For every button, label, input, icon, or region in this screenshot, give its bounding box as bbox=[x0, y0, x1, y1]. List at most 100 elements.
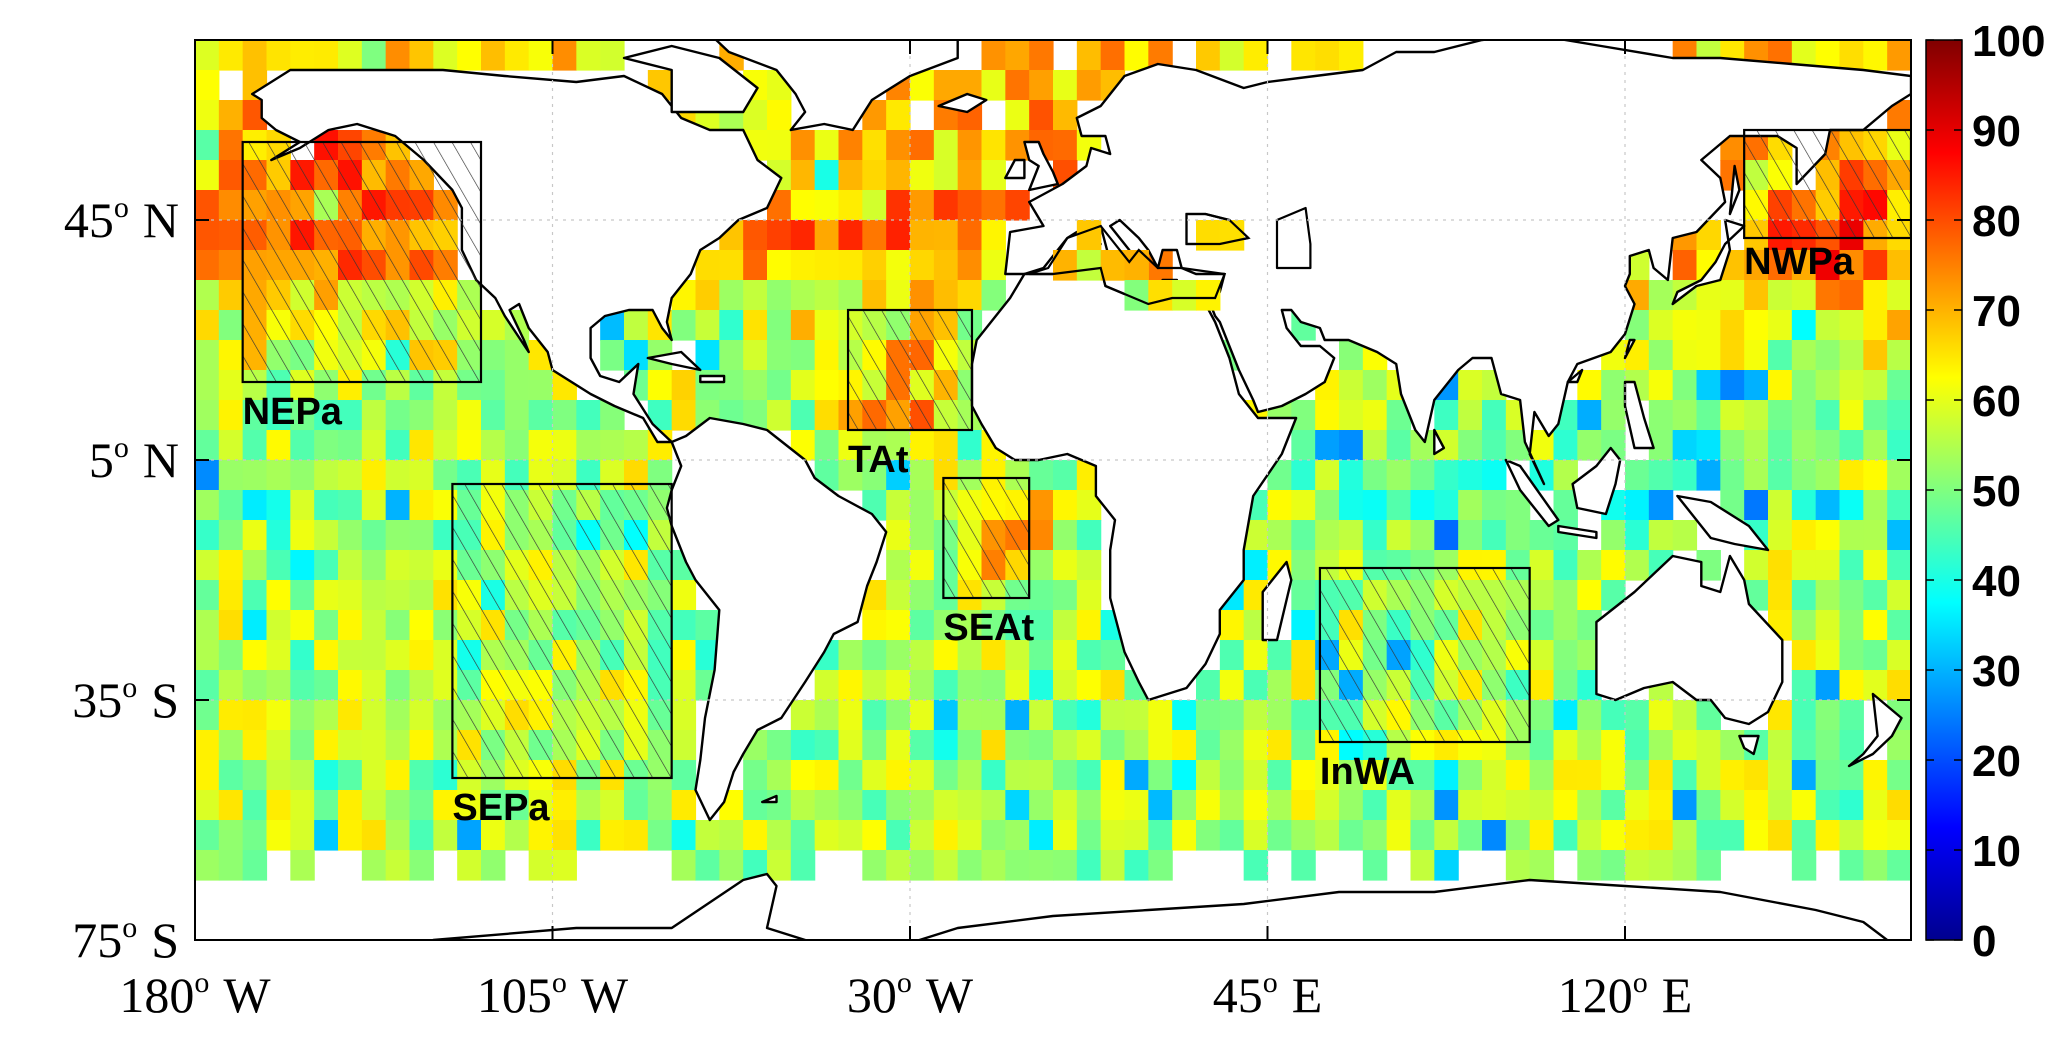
heatmap-cell bbox=[886, 460, 911, 491]
heatmap-cell bbox=[1243, 550, 1269, 581]
heatmap-cell bbox=[600, 820, 625, 851]
heatmap-cell bbox=[481, 850, 506, 881]
heatmap-cell bbox=[1005, 670, 1030, 701]
heatmap-cell bbox=[695, 370, 720, 401]
heatmap-cell bbox=[1029, 640, 1054, 671]
heatmap-cell bbox=[1362, 850, 1388, 881]
heatmap-cell bbox=[218, 700, 244, 731]
heatmap-cell bbox=[886, 640, 911, 671]
heatmap-cell bbox=[1696, 340, 1721, 371]
heatmap-cell bbox=[1410, 850, 1435, 881]
heatmap-cell bbox=[910, 190, 935, 221]
heatmap-cell bbox=[218, 670, 244, 701]
heatmap-cell bbox=[457, 40, 482, 71]
heatmap-cell bbox=[409, 610, 434, 641]
heatmap-cell bbox=[242, 820, 268, 851]
heatmap-cell bbox=[338, 790, 363, 821]
heatmap-cell bbox=[314, 640, 339, 671]
heatmap-cell bbox=[814, 790, 840, 821]
heatmap-cell bbox=[790, 820, 816, 851]
heatmap-cell bbox=[1005, 100, 1030, 131]
heatmap-cell bbox=[1100, 700, 1126, 731]
heatmap-cell bbox=[314, 730, 339, 761]
heatmap-cell bbox=[314, 460, 339, 491]
heatmap-cell bbox=[1648, 520, 1674, 551]
heatmap-cell bbox=[1458, 400, 1483, 431]
heatmap-cell bbox=[409, 520, 434, 551]
heatmap-cell bbox=[1029, 70, 1054, 101]
land-masses bbox=[251, 40, 1911, 940]
heatmap-cell bbox=[1839, 280, 1864, 311]
heatmap-cell bbox=[1648, 400, 1674, 431]
region-label: NEPa bbox=[243, 391, 343, 433]
heatmap-cell bbox=[957, 700, 983, 731]
heatmap-cell bbox=[314, 550, 339, 581]
heatmap-cell bbox=[790, 280, 816, 311]
coastline-madagascar bbox=[1261, 560, 1293, 642]
heatmap-cell bbox=[242, 730, 268, 761]
heatmap-cell bbox=[195, 70, 220, 101]
heatmap-cell bbox=[981, 760, 1006, 791]
heatmap-cell bbox=[195, 310, 220, 341]
heatmap-cell bbox=[1887, 610, 1911, 641]
heatmap-cell bbox=[1291, 640, 1316, 671]
heatmap-cell bbox=[290, 490, 315, 521]
coastline-hispaniola bbox=[699, 374, 726, 384]
heatmap-cell bbox=[886, 520, 911, 551]
heatmap-cell bbox=[409, 580, 434, 611]
heatmap-cell bbox=[862, 160, 887, 191]
heatmap-cell bbox=[838, 820, 863, 851]
heatmap-cell bbox=[1196, 700, 1221, 731]
heatmap-cell bbox=[1219, 640, 1245, 671]
heatmap-cell bbox=[814, 310, 840, 341]
heatmap-cell bbox=[1053, 820, 1078, 851]
heatmap-cell bbox=[1029, 490, 1054, 521]
heatmap-cell bbox=[838, 730, 863, 761]
heatmap-cell bbox=[1887, 550, 1911, 581]
heatmap-cell bbox=[1005, 820, 1030, 851]
heatmap-cell bbox=[1053, 550, 1078, 581]
heatmap-cell bbox=[290, 400, 315, 431]
heatmap-cell bbox=[719, 250, 744, 281]
heatmap-cell bbox=[385, 760, 411, 791]
coastline-eurasia bbox=[1004, 40, 1911, 486]
heatmap-cell bbox=[671, 820, 697, 851]
heatmap-cell bbox=[695, 280, 720, 311]
heatmap-cell bbox=[218, 610, 244, 641]
heatmap-cell bbox=[1887, 670, 1911, 701]
heatmap-cell bbox=[1315, 40, 1340, 71]
heatmap-cell bbox=[933, 190, 959, 221]
heatmap-cell bbox=[1196, 790, 1221, 821]
heatmap-cell bbox=[1601, 370, 1626, 401]
heatmap-cell bbox=[886, 850, 911, 881]
heatmap-cell bbox=[719, 310, 744, 341]
heatmap-cell bbox=[910, 520, 935, 551]
heatmap-cell bbox=[195, 790, 220, 821]
heatmap-cell bbox=[242, 790, 268, 821]
heatmap-cell bbox=[1601, 730, 1626, 761]
heatmap-cell bbox=[838, 430, 863, 461]
heatmap-cell bbox=[361, 580, 387, 611]
map-plot-area: NEPa TAt SEAt SEPa InWA NWPa bbox=[195, 40, 1911, 940]
heatmap-cell bbox=[1625, 820, 1650, 851]
heatmap-cell bbox=[1863, 640, 1888, 671]
heatmap-cell bbox=[814, 820, 840, 851]
heatmap-cell bbox=[1339, 820, 1364, 851]
heatmap-cell bbox=[743, 340, 768, 371]
heatmap-cell bbox=[767, 280, 792, 311]
colorbar-tick-label: 40 bbox=[1972, 557, 2021, 606]
heatmap-cell bbox=[1076, 700, 1102, 731]
heatmap-cell bbox=[1768, 370, 1793, 401]
coastline-greenland bbox=[714, 40, 959, 132]
heatmap-cell bbox=[266, 700, 291, 731]
heatmap-cell bbox=[1863, 490, 1888, 521]
heatmap-cell bbox=[1291, 700, 1316, 731]
heatmap-cell bbox=[218, 100, 244, 131]
heatmap-cell bbox=[1744, 430, 1769, 461]
heatmap-cell bbox=[361, 790, 387, 821]
x-tick-label: 45o E bbox=[1213, 966, 1323, 1023]
heatmap-cell bbox=[1887, 460, 1911, 491]
heatmap-cell bbox=[1744, 820, 1769, 851]
heatmap-cell bbox=[1839, 310, 1864, 341]
heatmap-cell bbox=[624, 820, 649, 851]
